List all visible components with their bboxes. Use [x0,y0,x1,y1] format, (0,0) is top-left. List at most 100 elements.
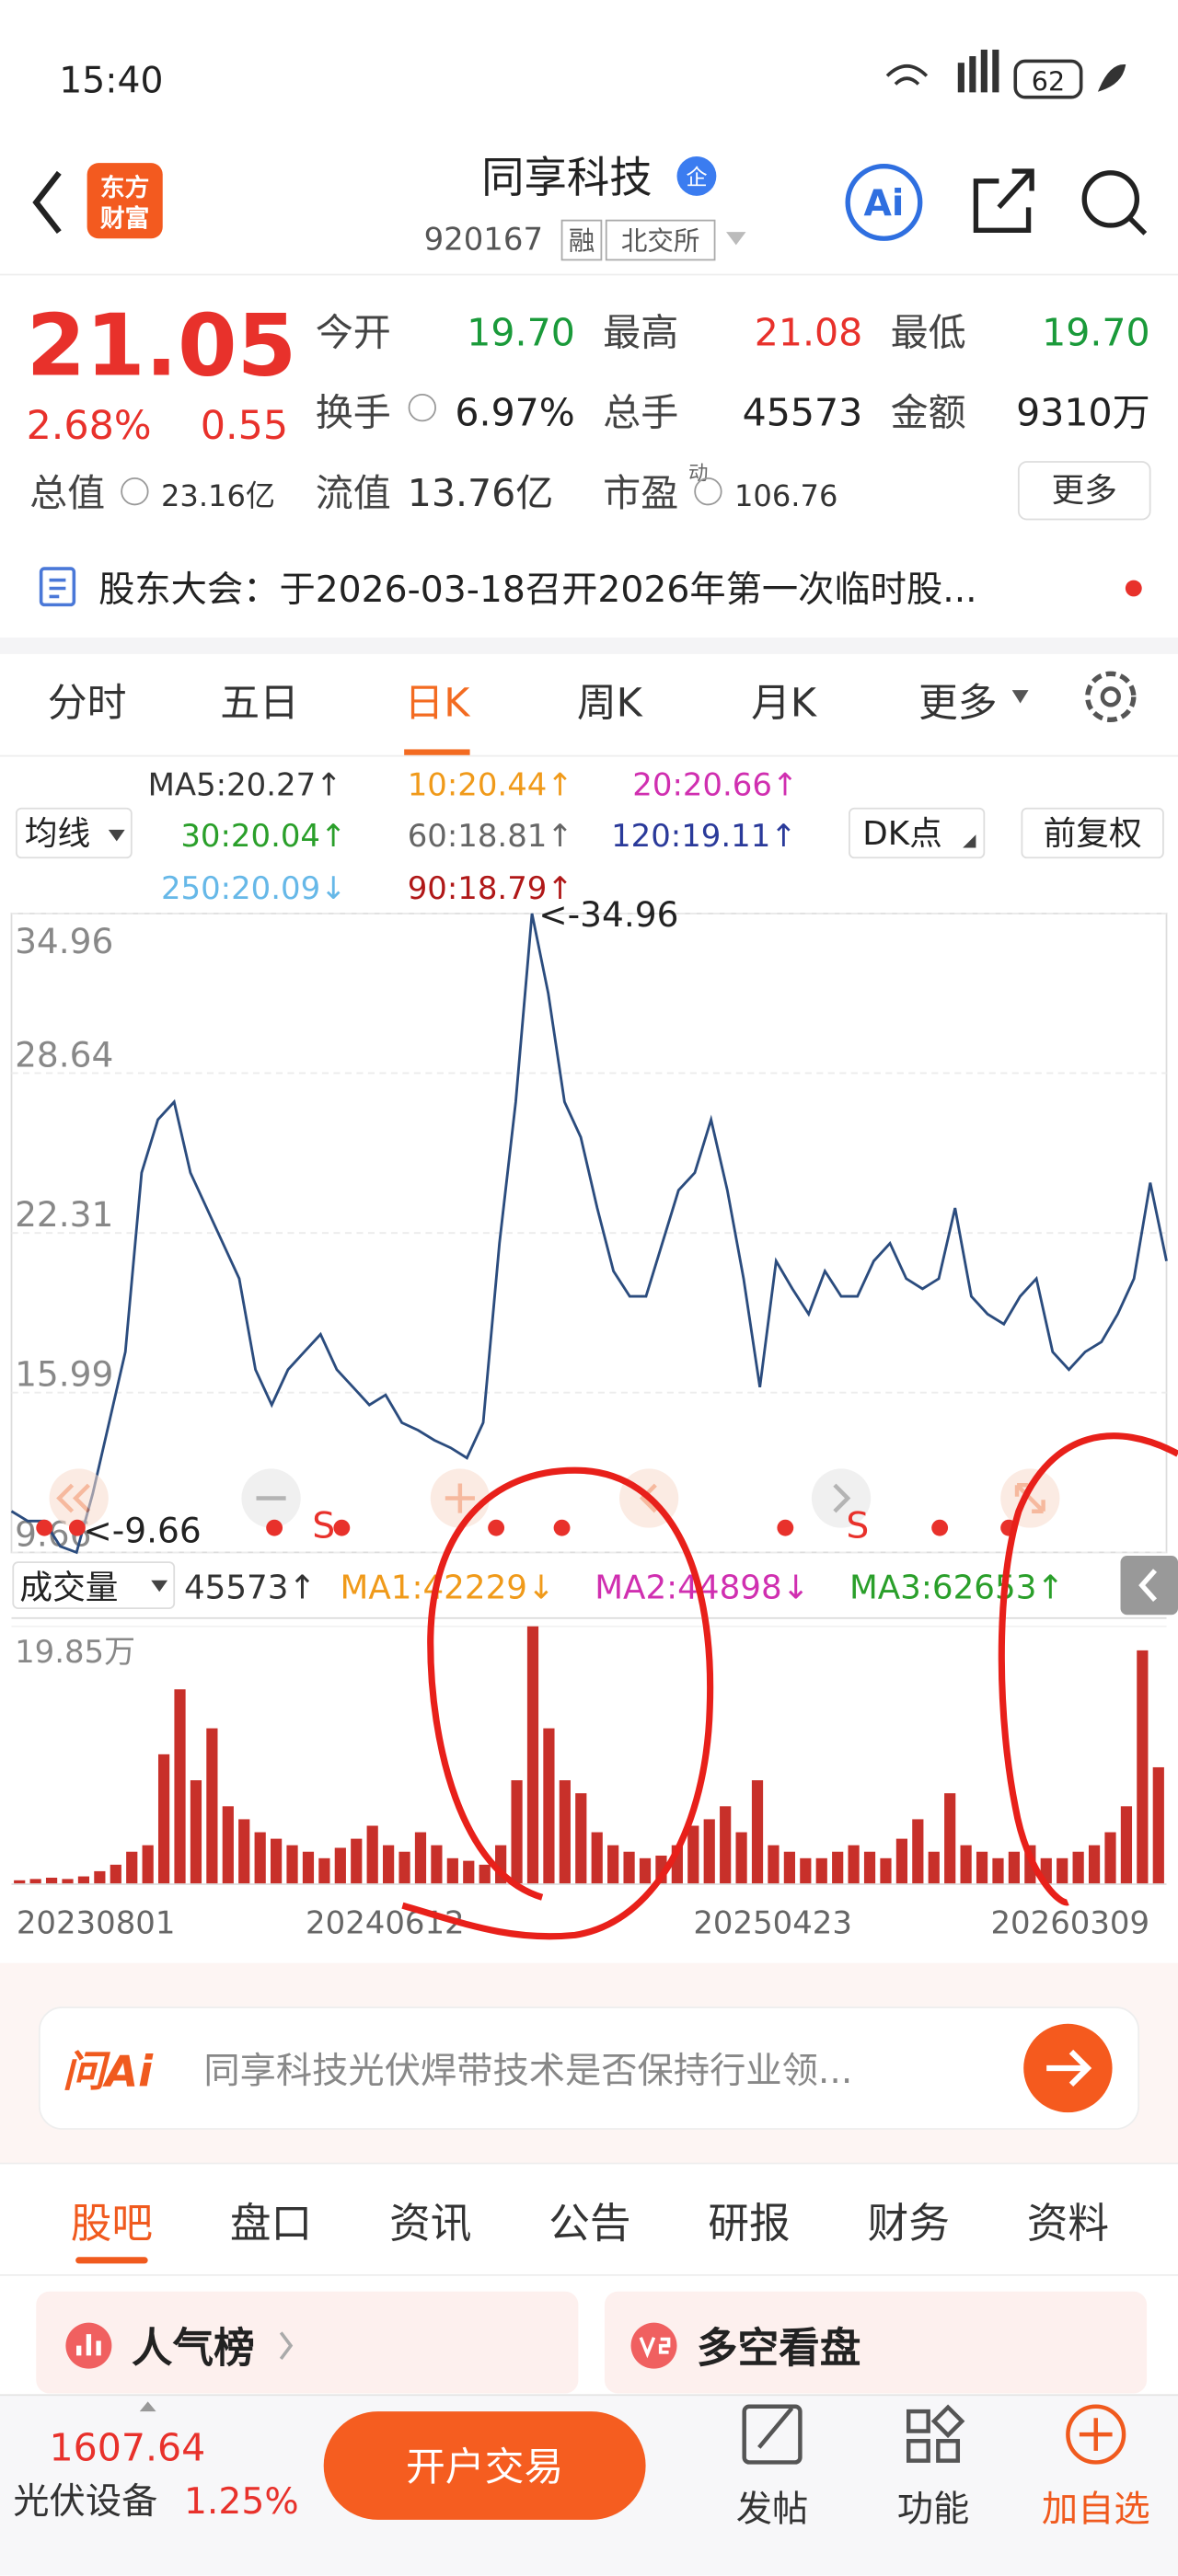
post-icon[interactable] [742,2404,803,2465]
volume-bar [880,1857,892,1885]
period-tab[interactable]: 日K [404,681,470,727]
volume-ma-legend: MA1:42229↓ MA2:44898↓ MA3:62653↑ [341,1569,1065,1606]
ma-label: MA5:20.27↑ [148,766,342,802]
more-label[interactable]: 更多 [1052,472,1117,510]
period-tab[interactable]: 五日 [220,681,299,727]
x-tick-label: 20230801 [17,1905,176,1941]
signal-label: S [312,1505,335,1547]
volume-last: 45573↑ [184,1569,316,1606]
volume-select[interactable] [12,1561,176,1610]
field-value: 106.76 [734,478,837,513]
notice-text[interactable]: 股东大会：于2026-03-18召开2026年第一次临时股... [98,569,977,611]
nav-label[interactable]: 功能 [897,2490,970,2531]
volume-bar [639,1857,652,1885]
field-value: 23.16亿 [161,478,275,513]
badge-text: 企 [686,165,707,190]
ma-select-label[interactable]: 均线 [25,815,90,853]
field-value: 21.08 [755,310,863,354]
share-button[interactable] [973,168,1034,233]
card[interactable] [36,2291,579,2394]
arrow-icon[interactable] [1046,2049,1092,2087]
volume-bar [735,1832,747,1885]
dk-button[interactable] [849,807,986,859]
volume-title[interactable]: 成交量 [19,1569,118,1606]
nav-label[interactable]: 加自选 [1042,2490,1150,2531]
more-button[interactable] [1017,461,1151,521]
volume-bar [1088,1845,1101,1885]
section-tab[interactable]: 公告 [549,2200,630,2248]
volume-bar [575,1793,587,1885]
notice-icon [39,567,76,607]
volume-bar [768,1845,780,1885]
section-tab[interactable]: 研报 [708,2200,790,2248]
volume-bar [703,1819,715,1885]
adjust-button[interactable] [1021,807,1164,859]
volume-bar [463,1860,475,1885]
card-title[interactable]: 人气榜 [132,2325,255,2373]
tag: 北交所 [621,225,700,257]
status-time: 15:40 [59,60,163,101]
volume-bar [591,1832,603,1885]
period-tab[interactable]: 分时 [48,681,127,727]
collapse-button[interactable] [1120,1555,1178,1616]
period-tab[interactable]: 更多 [918,681,998,727]
trade-button[interactable] [323,2411,646,2520]
volume-bar [1072,1851,1084,1885]
volume-bar [863,1851,876,1885]
volume-bar [14,1880,26,1885]
section-tab[interactable]: 资料 [1027,2200,1109,2248]
add-watch-icon[interactable] [1066,2404,1126,2465]
nav-label[interactable]: 发帖 [736,2490,809,2531]
search-button[interactable] [1081,170,1148,236]
ma-select[interactable] [15,807,133,859]
dropdown-arrow[interactable] [151,1580,168,1593]
back-button[interactable] [32,170,62,235]
volume-bar [206,1728,218,1885]
last-price: 21.05 [27,295,297,395]
field-value: 9310万 [1016,391,1150,435]
index-value: 1607.64 [50,2426,206,2470]
collapse-icon[interactable] [1138,1569,1158,1602]
section-tab[interactable]: 股吧 [71,2200,153,2248]
y-tick-label: 22.31 [15,1194,113,1235]
adjust-label[interactable]: 前复权 [1044,815,1142,853]
ai-box[interactable] [38,2007,1140,2130]
card-title[interactable]: 多空看盘 [697,2325,861,2373]
dropdown-arrow[interactable] [108,829,125,842]
section-tab[interactable]: 资讯 [389,2200,471,2248]
volume-bar [1008,1851,1021,1885]
period-tab[interactable]: 月K [751,681,817,727]
field-value: 13.76亿 [408,471,554,515]
card[interactable] [604,2291,1148,2394]
period-tab[interactable]: 周K [577,681,643,727]
volume-bar [126,1851,138,1885]
section-tab[interactable]: 财务 [868,2200,950,2248]
battery-level: 62 [1032,66,1065,98]
volume-bar [559,1780,571,1885]
dk-label[interactable]: DK点 [862,815,942,853]
tool-button[interactable] [811,1468,872,1528]
tool-button[interactable] [49,1468,109,1528]
x-tick-label: 20250423 [693,1905,852,1941]
annotation: <-34.96 [538,894,678,935]
ai-button[interactable] [845,164,923,241]
section-tab[interactable]: 盘口 [230,2200,312,2248]
volume-bar [366,1825,378,1885]
volume-bar [479,1864,491,1885]
settings-button[interactable] [1085,671,1137,722]
ma-label: 120:19.11↑ [611,818,797,854]
ai-prompt[interactable]: 同享科技光伏焊带技术是否保持行业领... [203,2051,852,2092]
volume-bar [526,1626,539,1885]
ma-label: 20:20.66↑ [632,766,798,802]
expand-arrow[interactable] [139,2401,156,2412]
chevron [279,2331,294,2361]
dropdown-arrow[interactable] [726,232,746,246]
function-icon[interactable] [906,2404,965,2463]
volume-bar [45,1877,58,1885]
trade-label[interactable]: 开户交易 [406,2444,563,2490]
ai-label[interactable]: Ai [864,183,905,224]
x-tick-label: 20260309 [990,1905,1149,1941]
info-icon [694,477,722,506]
